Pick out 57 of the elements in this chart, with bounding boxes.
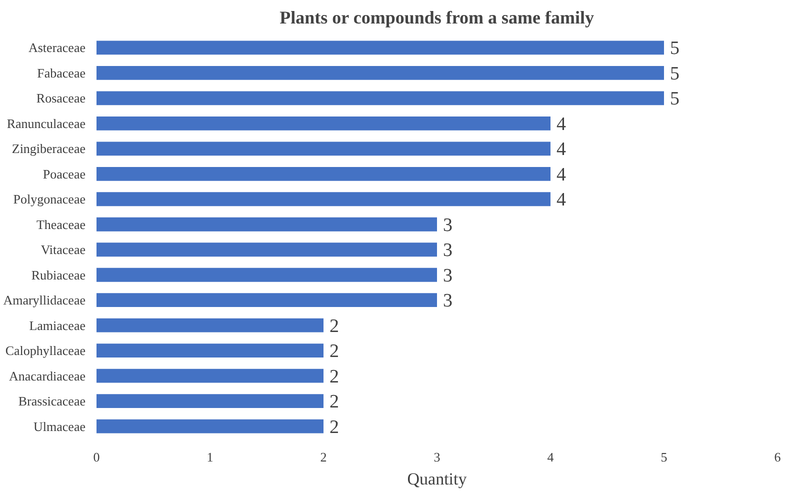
y-tick-label: Anacardiaceae [9, 368, 86, 384]
data-label: 2 [330, 316, 339, 337]
y-tick-label: Polygonaceae [13, 192, 86, 207]
x-tick-label: 6 [774, 450, 782, 464]
data-label: 2 [330, 341, 339, 362]
y-tick-label: Rubiaceae [31, 267, 86, 282]
bar [96, 40, 664, 55]
y-tick-label: Amaryllidaceae [3, 292, 86, 308]
y-tick-label: Asteraceae [28, 40, 86, 56]
bar [96, 142, 550, 156]
data-label: 4 [556, 114, 566, 135]
data-label: 2 [330, 392, 339, 413]
data-label: 3 [443, 214, 452, 236]
y-tick-label: Poaceae [42, 166, 86, 182]
data-label: 2 [330, 366, 339, 388]
bar [96, 368, 324, 383]
bar [96, 66, 664, 80]
bar [96, 268, 437, 282]
x-tick-label: 2 [320, 450, 327, 464]
data-label: 2 [330, 416, 339, 438]
bar [96, 116, 550, 130]
y-tick-label: Ulmaceae [34, 418, 86, 434]
x-tick-label: 1 [206, 450, 214, 464]
y-tick-label: Vitaceae [40, 242, 86, 258]
chart-title: Plants or compounds from a same family [280, 8, 594, 28]
data-label: 3 [443, 290, 452, 312]
bar [96, 394, 324, 408]
bar [96, 217, 437, 232]
bar [96, 192, 550, 206]
y-tick-label: Calophyllaceae [5, 343, 86, 358]
data-label: 5 [670, 38, 680, 60]
bar [96, 318, 324, 332]
bar [96, 344, 324, 358]
y-tick-label: Lamiaceae [29, 318, 86, 333]
y-tick-label: Zingiberaceae [12, 141, 86, 156]
x-tick-label: 4 [547, 450, 554, 464]
y-tick-label: Ranunculaceae [6, 116, 86, 131]
x-axis-title: Quantity [407, 470, 468, 488]
y-tick-label: Fabaceae [37, 65, 86, 80]
data-label: 4 [556, 139, 566, 160]
bar [96, 242, 437, 257]
y-tick-label: Brassicaceae [18, 394, 86, 409]
bar [96, 91, 664, 106]
x-tick-label: 3 [434, 450, 440, 464]
bar [96, 293, 437, 308]
data-label: 5 [670, 88, 680, 110]
x-tick-label: 0 [93, 450, 100, 464]
y-tick-label: Rosaceae [36, 90, 86, 106]
data-label: 3 [443, 265, 452, 286]
bar [96, 419, 324, 434]
data-label: 3 [443, 240, 452, 262]
x-tick-label: 5 [660, 450, 668, 464]
data-label: 5 [670, 63, 680, 84]
data-label: 4 [556, 164, 566, 186]
data-label: 4 [556, 190, 566, 211]
y-tick-label: Theaceae [36, 216, 86, 232]
bar [96, 166, 550, 181]
